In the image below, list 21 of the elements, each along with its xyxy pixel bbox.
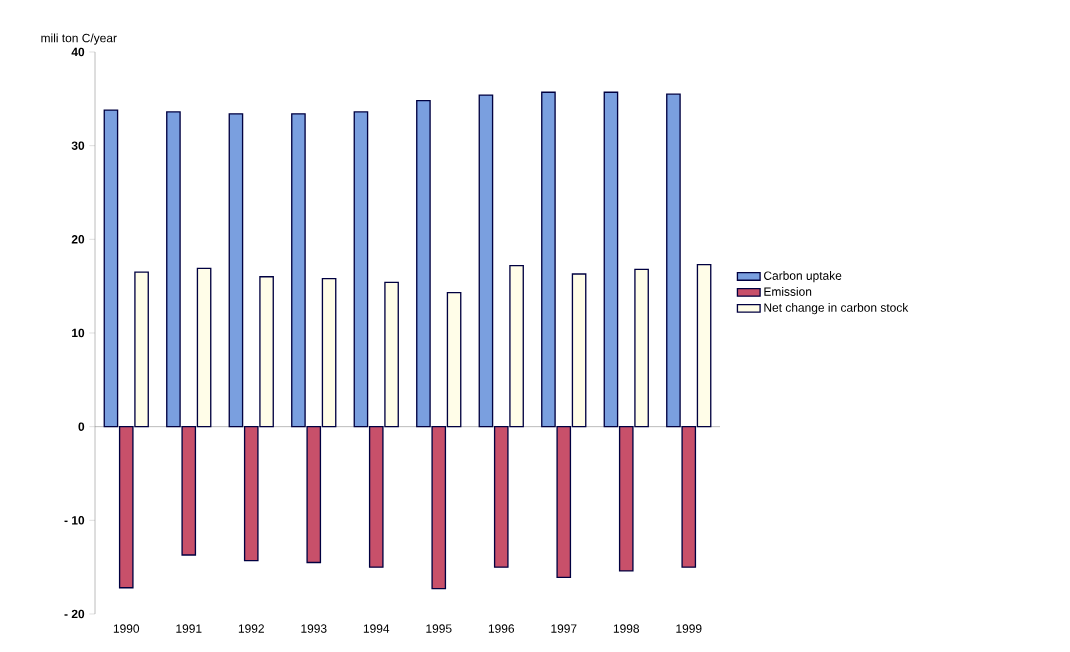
x-tick-label: 1990 <box>113 624 140 633</box>
x-tick-label: 1995 <box>426 624 452 633</box>
x-tick-label: 1997 <box>551 624 577 633</box>
y-tick-label: 10 <box>72 328 85 338</box>
y-tick-label: 20 <box>71 235 85 244</box>
legend-label: Net change in carbon stock <box>764 303 909 315</box>
x-tick-label: 1998 <box>613 624 640 633</box>
x-tick-label: 1991 <box>176 624 202 633</box>
x-tick-label: 1999 <box>676 624 702 633</box>
y-tick-label: 40 <box>71 47 85 57</box>
y-tick-label: - 20 <box>64 609 85 619</box>
legend-label: Emission <box>764 287 812 296</box>
y-tick-label: 0 <box>78 422 85 431</box>
x-tick-label: 1994 <box>363 624 390 633</box>
x-tick-label: 1996 <box>488 624 515 633</box>
y-tick-label: 30 <box>71 141 85 150</box>
y-tick-label: - 10 <box>64 516 85 525</box>
x-tick-label: 1992 <box>238 624 264 633</box>
legend-label: Carbon uptake <box>764 271 842 283</box>
x-tick-label: 1993 <box>301 624 327 633</box>
y-axis-title: mili ton C/year <box>41 33 117 45</box>
